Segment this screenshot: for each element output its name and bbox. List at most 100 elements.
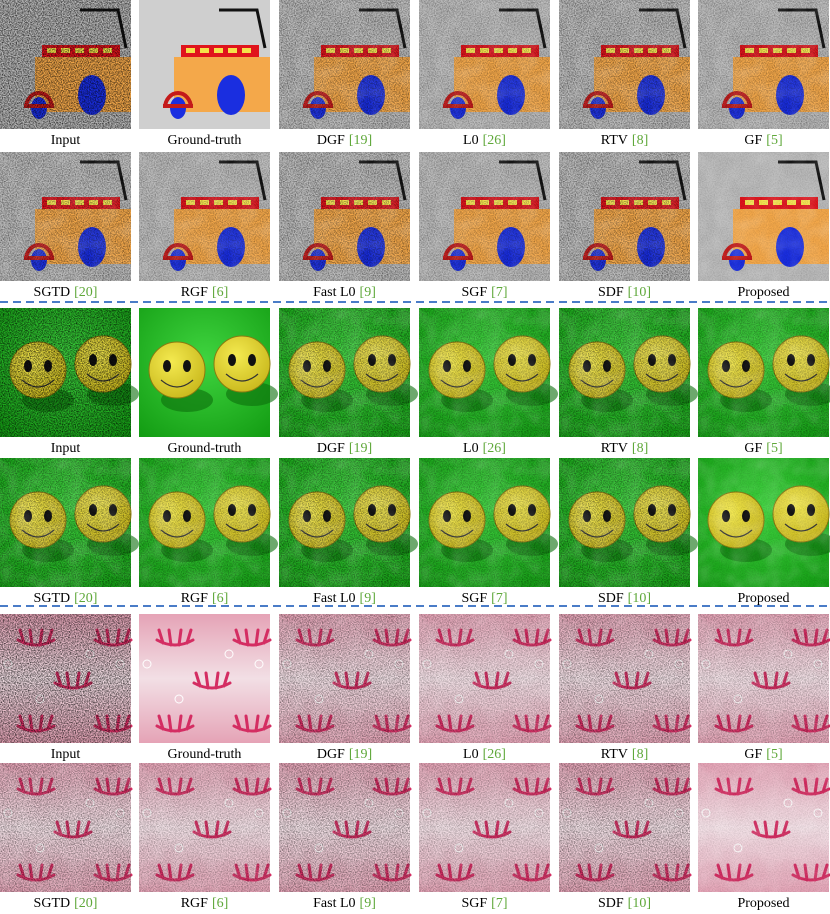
caption: Ground-truth	[168, 133, 242, 148]
smoothing	[419, 152, 550, 281]
caption: Fast L0 [9]	[313, 896, 376, 911]
caption: RTV [8]	[601, 133, 649, 148]
image	[0, 0, 131, 129]
window	[200, 48, 209, 53]
image	[559, 763, 692, 892]
smoothing	[559, 152, 690, 281]
smoothing	[279, 0, 410, 129]
eye	[163, 360, 171, 372]
face	[213, 335, 271, 393]
smoothing	[698, 152, 829, 281]
caption: L0 [26]	[463, 441, 506, 456]
caption-name: GF	[744, 747, 762, 762]
smoothing	[419, 458, 550, 587]
image	[279, 614, 412, 743]
smoothing	[698, 0, 829, 129]
caption: GF [5]	[744, 441, 782, 456]
image	[419, 308, 558, 437]
caption: DGF [19]	[317, 747, 372, 762]
caption-ref: [20]	[74, 896, 97, 911]
caption: L0 [26]	[463, 133, 506, 148]
antler	[155, 628, 195, 647]
caption: RGF [6]	[181, 591, 229, 606]
caption-ref: [5]	[766, 747, 782, 762]
caption: Proposed	[737, 285, 789, 300]
caption-ref: [7]	[491, 896, 507, 911]
caption-name: SDF	[598, 896, 624, 911]
smoothing	[279, 614, 410, 743]
caption-ref: [8]	[632, 133, 648, 148]
image	[0, 152, 131, 281]
caption-name: L0	[463, 441, 479, 456]
caption-ref: [6]	[212, 896, 228, 911]
caption-name: SDF	[598, 285, 624, 300]
image	[279, 763, 412, 892]
smoothing	[559, 763, 690, 892]
caption-name: GF	[744, 441, 762, 456]
caption: Proposed	[737, 896, 789, 911]
caption-ref: [19]	[349, 747, 372, 762]
caption-ref: [10]	[628, 896, 651, 911]
caption-ref: [7]	[491, 591, 507, 606]
caption-name: Input	[51, 133, 81, 148]
smoothing	[419, 763, 550, 892]
antler	[232, 628, 272, 647]
caption: SGTD [20]	[34, 896, 98, 911]
caption: Input	[51, 747, 81, 762]
image	[698, 308, 830, 437]
smoothing	[559, 308, 690, 437]
smoothing	[559, 458, 690, 587]
caption-ref: [20]	[74, 285, 97, 300]
image	[139, 308, 278, 437]
image	[559, 458, 698, 587]
caption-name: RGF	[181, 896, 208, 911]
antenna	[219, 8, 267, 49]
caption-ref: [5]	[766, 133, 782, 148]
smoothing	[698, 308, 829, 437]
image	[559, 0, 690, 129]
image	[139, 152, 270, 281]
caption: SDF [10]	[598, 896, 651, 911]
caption-name: DGF	[317, 441, 345, 456]
image	[139, 614, 272, 743]
smoothing	[419, 308, 550, 437]
caption: SGTD [20]	[34, 285, 98, 300]
caption: Ground-truth	[168, 441, 242, 456]
caption: Input	[51, 441, 81, 456]
caption-ref: [8]	[632, 441, 648, 456]
caption-name: RTV	[601, 747, 628, 762]
caption-name: L0	[463, 133, 479, 148]
smoothing	[139, 152, 270, 281]
caption: SGTD [20]	[34, 591, 98, 606]
image	[419, 763, 552, 892]
smile	[160, 379, 194, 388]
caption: SGF [7]	[461, 285, 507, 300]
caption: Proposed	[737, 591, 789, 606]
caption-name: Proposed	[737, 896, 789, 911]
caption: GF [5]	[744, 747, 782, 762]
antler	[192, 671, 232, 690]
bubble	[254, 659, 264, 669]
smoothing	[698, 458, 829, 587]
caption-name: L0	[463, 747, 479, 762]
caption-name: Fast L0	[313, 591, 355, 606]
image	[0, 458, 139, 587]
wheel	[217, 75, 245, 115]
caption-name: SDF	[598, 591, 624, 606]
image	[139, 763, 272, 892]
smile	[225, 373, 259, 382]
bubble	[174, 694, 184, 704]
caption-ref: [26]	[483, 441, 506, 456]
caption-ref: [10]	[628, 285, 651, 300]
caption: SGF [7]	[461, 591, 507, 606]
caption: RGF [6]	[181, 285, 229, 300]
caption: SDF [10]	[598, 285, 651, 300]
image	[698, 763, 830, 892]
caption: DGF [19]	[317, 133, 372, 148]
image	[419, 0, 550, 129]
image	[279, 458, 418, 587]
caption-name: RGF	[181, 285, 208, 300]
caption-ref: [9]	[360, 896, 376, 911]
caption-name: Proposed	[737, 285, 789, 300]
caption: Input	[51, 133, 81, 148]
